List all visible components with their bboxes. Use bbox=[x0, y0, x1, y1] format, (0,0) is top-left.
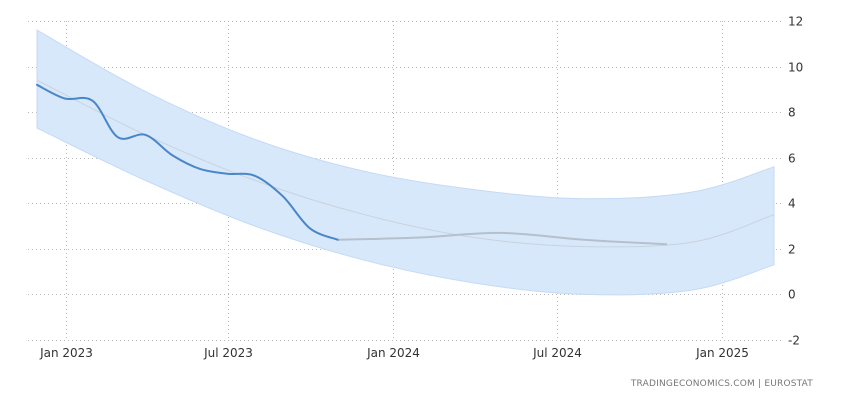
x-tick-label: Jan 2023 bbox=[39, 346, 93, 360]
y-tick-label: 0 bbox=[788, 288, 796, 302]
y-tick-label: 6 bbox=[788, 152, 796, 166]
confidence-band bbox=[36, 29, 775, 296]
y-tick-label: 4 bbox=[788, 197, 796, 211]
x-tick-label: Jan 2025 bbox=[695, 346, 749, 360]
y-tick-label: 12 bbox=[788, 15, 803, 29]
actual-line bbox=[36, 83, 339, 241]
x-axis-ticks: Jan 2023 Jul 2023 Jan 2024 Jul 2024 Jan 2025 bbox=[39, 346, 749, 360]
y-tick-label: 10 bbox=[788, 61, 803, 75]
y-tick-label: 8 bbox=[788, 106, 796, 120]
y-axis-ticks: -2 0 2 4 6 8 10 12 bbox=[788, 15, 803, 348]
forecast-line bbox=[336, 231, 668, 246]
series-layer bbox=[36, 79, 775, 248]
source-label: TRADINGECONOMICS.COM | EUROSTAT bbox=[630, 379, 813, 389]
x-tick-label: Jul 2024 bbox=[532, 346, 582, 360]
x-tick-label: Jan 2024 bbox=[366, 346, 420, 360]
y-tick-label: -2 bbox=[788, 334, 800, 348]
x-tick-label: Jul 2023 bbox=[203, 346, 253, 360]
confidence-band-layer bbox=[36, 29, 775, 296]
y-tick-label: 2 bbox=[788, 243, 796, 257]
